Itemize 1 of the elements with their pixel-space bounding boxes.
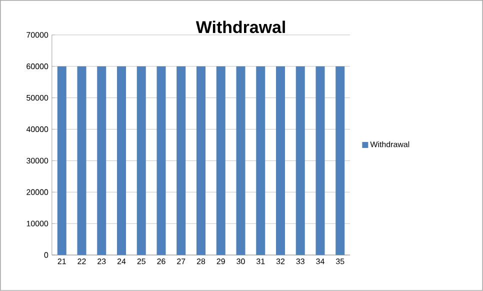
chart-title: Withdrawal bbox=[196, 20, 285, 34]
